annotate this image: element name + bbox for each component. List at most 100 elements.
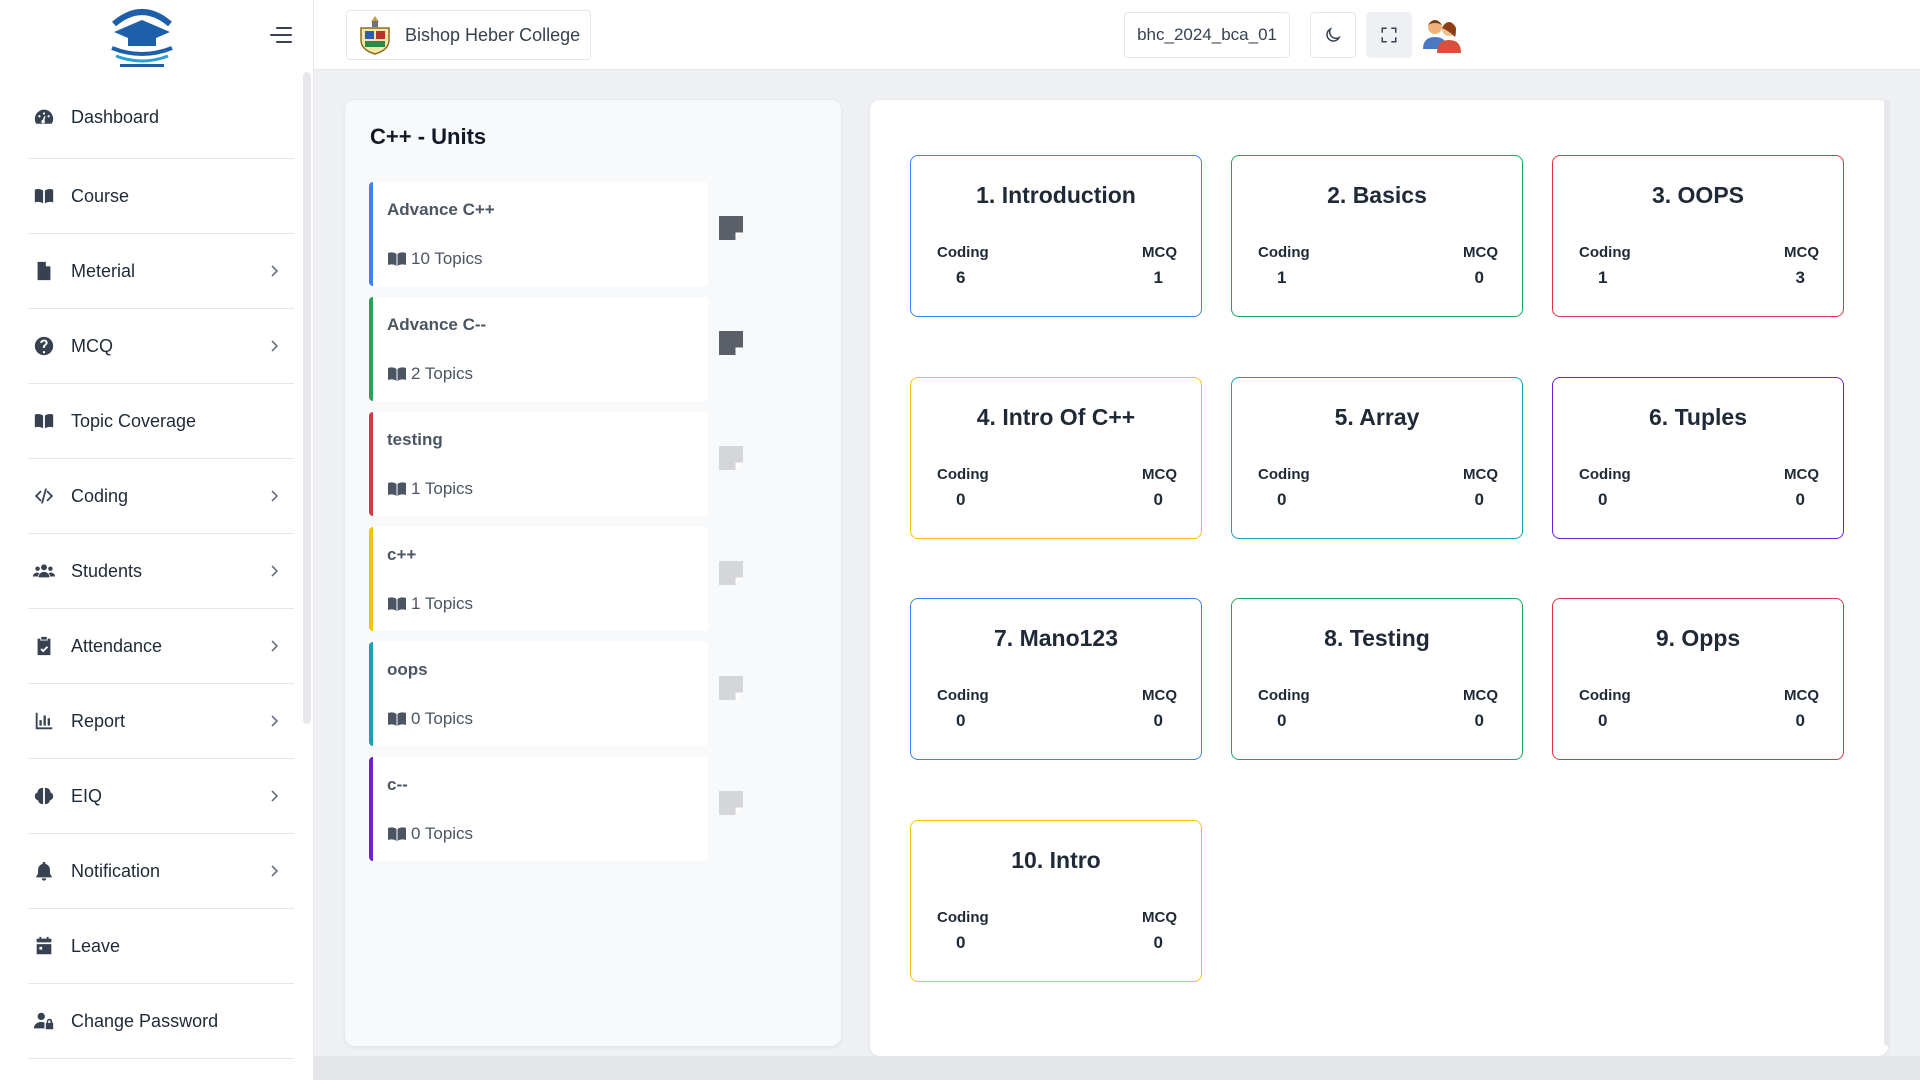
moon-icon: [1326, 27, 1341, 42]
sidebar-scrollbar[interactable]: [303, 72, 311, 724]
coding-label: Coding: [1579, 687, 1631, 704]
sticky-note-icon[interactable]: [717, 329, 745, 357]
sidebar-item-label: Notification: [71, 860, 161, 881]
chapter-card[interactable]: 7. Mano123 Coding MCQ 0 0: [910, 598, 1202, 760]
calendar-icon: [30, 934, 58, 958]
unit-topics: 1 Topics: [387, 594, 473, 614]
chapter-card[interactable]: 10. Intro Coding MCQ 0 0: [910, 820, 1202, 982]
sidebar-item-label: Students: [71, 560, 143, 581]
sidebar-item-topic-coverage[interactable]: Topic Coverage: [28, 384, 294, 459]
chapter-card[interactable]: 5. Array Coding MCQ 0 0: [1231, 377, 1523, 539]
college-crest-icon: [360, 16, 390, 55]
sidebar-item-label: Coding: [71, 485, 129, 506]
chapter-title: 1. Introduction: [976, 182, 1136, 208]
sticky-note-icon[interactable]: [717, 789, 745, 817]
unit-card[interactable]: oops 0 Topics: [369, 642, 708, 746]
sidebar: Dashboard Course Meterial MCQ Topic Cove…: [0, 0, 314, 1080]
unit-name: c--: [387, 775, 408, 794]
bar-chart-icon: [30, 709, 58, 733]
sidebar-item-label: Dashboard: [71, 106, 160, 127]
sidebar-item-course[interactable]: Course: [28, 159, 294, 234]
sidebar-item-dashboard[interactable]: Dashboard: [28, 76, 294, 159]
unit-topics-count: 0 Topics: [411, 709, 474, 728]
coding-count: 0: [956, 933, 966, 952]
session-selector[interactable]: bhc_2024_bca_01: [1124, 12, 1290, 58]
units-panel: C++ - Units Advance C++ 10 Topics Advanc…: [345, 100, 841, 1046]
unit-name: testing: [387, 430, 443, 449]
units-title: C++ - Units: [370, 124, 487, 149]
sidebar-item-attendance[interactable]: Attendance: [28, 609, 294, 684]
chevron-right-icon: [271, 490, 279, 502]
chapter-card[interactable]: 6. Tuples Coding MCQ 0 0: [1552, 377, 1844, 539]
mcq-label: MCQ: [1784, 244, 1819, 261]
college-badge[interactable]: Bishop Heber College: [346, 10, 592, 60]
chevron-right-icon: [271, 865, 279, 877]
unit-topics: 10 Topics: [387, 249, 483, 269]
sidebar-item-report[interactable]: Report: [28, 684, 294, 759]
gauge-icon: [30, 105, 58, 129]
chapter-card[interactable]: 1. Introduction Coding MCQ 6 1: [910, 155, 1202, 317]
sidebar-item-coding[interactable]: Coding: [28, 459, 294, 534]
chapter-card[interactable]: 3. OOPS Coding MCQ 1 3: [1552, 155, 1844, 317]
coding-label: Coding: [937, 244, 989, 261]
chapter-card[interactable]: 9. Opps Coding MCQ 0 0: [1552, 598, 1844, 760]
unit-card[interactable]: Advance C-- 2 Topics: [369, 297, 708, 401]
mcq-label: MCQ: [1142, 687, 1177, 704]
mcq-label: MCQ: [1142, 466, 1177, 483]
mcq-count: 3: [1795, 268, 1805, 287]
sidebar-item-meterial[interactable]: Meterial: [28, 234, 294, 309]
footer-strip: [314, 1056, 1920, 1080]
user-avatar[interactable]: [1420, 13, 1464, 57]
coding-count: 0: [1277, 711, 1287, 730]
chevron-right-icon: [271, 265, 279, 277]
chapter-card[interactable]: 2. Basics Coding MCQ 1 0: [1231, 155, 1523, 317]
mcq-count: 0: [1795, 490, 1805, 509]
sidebar-item-eiq[interactable]: EIQ: [28, 759, 294, 834]
sidebar-item-leave[interactable]: Leave: [28, 909, 294, 984]
unit-card[interactable]: c-- 0 Topics: [369, 757, 708, 861]
unit-card[interactable]: testing 1 Topics: [369, 412, 708, 516]
chapters-panel: 1. Introduction Coding MCQ 6 1 2. Basics…: [870, 100, 1890, 1056]
sticky-note-icon[interactable]: [717, 444, 745, 472]
mcq-label: MCQ: [1784, 466, 1819, 483]
sidebar-item-notification[interactable]: Notification: [28, 834, 294, 909]
chapter-card[interactable]: 4. Intro Of C++ Coding MCQ 0 0: [910, 377, 1202, 539]
sidebar-item-change-password[interactable]: Change Password: [28, 984, 294, 1059]
college-name: Bishop Heber College: [405, 24, 581, 45]
chevron-right-icon: [271, 640, 279, 652]
unit-card[interactable]: Advance C++ 10 Topics: [369, 182, 708, 286]
chapter-card[interactable]: 8. Testing Coding MCQ 0 0: [1231, 598, 1523, 760]
users-icon: [30, 559, 58, 583]
book-icon: [388, 367, 406, 381]
coding-label: Coding: [1258, 687, 1310, 704]
coding-label: Coding: [937, 466, 989, 483]
coding-label: Coding: [1579, 244, 1631, 261]
mcq-label: MCQ: [1463, 244, 1498, 261]
unit-topics: 1 Topics: [387, 479, 473, 499]
sidebar-item-students[interactable]: Students: [28, 534, 294, 609]
sticky-note-icon[interactable]: [717, 674, 745, 702]
chapters-scrollbar[interactable]: [1884, 100, 1890, 1046]
chevron-right-icon: [271, 715, 279, 727]
file-icon: [30, 259, 58, 283]
mcq-count: 0: [1474, 268, 1484, 287]
chapter-title: 4. Intro Of C++: [976, 404, 1136, 430]
sticky-note-icon[interactable]: [717, 214, 745, 242]
chevron-right-icon: [271, 565, 279, 577]
unit-name: Advance C--: [387, 315, 487, 334]
book-icon: [388, 252, 406, 266]
dark-mode-toggle[interactable]: [1310, 12, 1356, 58]
coding-label: Coding: [1579, 466, 1631, 483]
mcq-label: MCQ: [1142, 909, 1177, 926]
sidebar-item-mcq[interactable]: MCQ: [28, 309, 294, 384]
book-open-icon: [30, 409, 58, 433]
fullscreen-button[interactable]: [1366, 12, 1412, 58]
mcq-count: 0: [1153, 711, 1163, 730]
sticky-note-icon[interactable]: [717, 559, 745, 587]
unit-name: Advance C++: [387, 200, 495, 219]
menu-toggle-icon[interactable]: [268, 24, 292, 46]
unit-topics: 2 Topics: [387, 364, 473, 384]
fullscreen-icon: [1381, 27, 1397, 43]
unit-card[interactable]: c++ 1 Topics: [369, 527, 708, 631]
mcq-count: 0: [1153, 490, 1163, 509]
